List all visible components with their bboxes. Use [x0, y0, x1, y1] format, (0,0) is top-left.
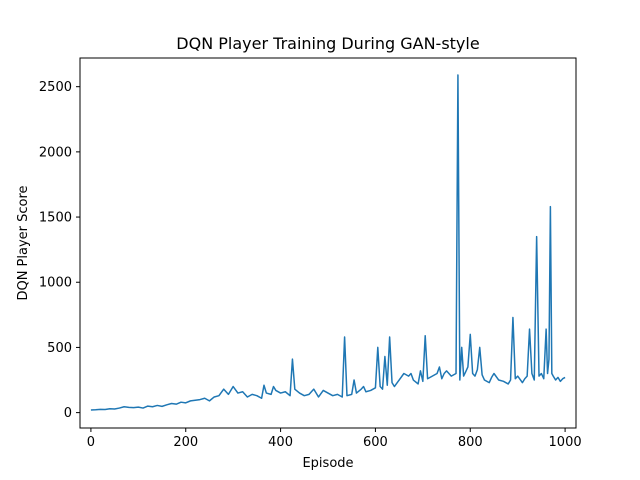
y-axis-label: DQN Player Score: [16, 185, 31, 300]
series-layer: [90, 74, 566, 411]
y-tick-label: 2500: [39, 80, 72, 95]
x-tick-label: 0: [87, 435, 95, 450]
y-tick-label: 500: [47, 341, 72, 356]
series-line-0: [90, 74, 566, 411]
y-axis-ticks: 0 500 1000 1500 2000 2500: [39, 80, 80, 421]
x-tick-label: 400: [268, 435, 293, 450]
x-tick-label: 800: [458, 435, 483, 450]
y-tick-label: 1500: [39, 211, 72, 226]
y-tick-label: 1000: [39, 276, 72, 291]
x-tick-label: 200: [173, 435, 198, 450]
chart-title: DQN Player Training During GAN-style: [176, 34, 479, 53]
x-tick-label: 600: [363, 435, 388, 450]
plot-area: [79, 57, 577, 429]
y-tick-label: 2000: [39, 145, 72, 160]
x-axis-label: Episode: [302, 456, 353, 471]
y-tick-label: 0: [64, 406, 72, 421]
x-axis-ticks: 0 200 400 600 800 1000: [87, 428, 582, 450]
x-tick-label: 1000: [549, 435, 582, 450]
plot-frame: [79, 57, 577, 429]
